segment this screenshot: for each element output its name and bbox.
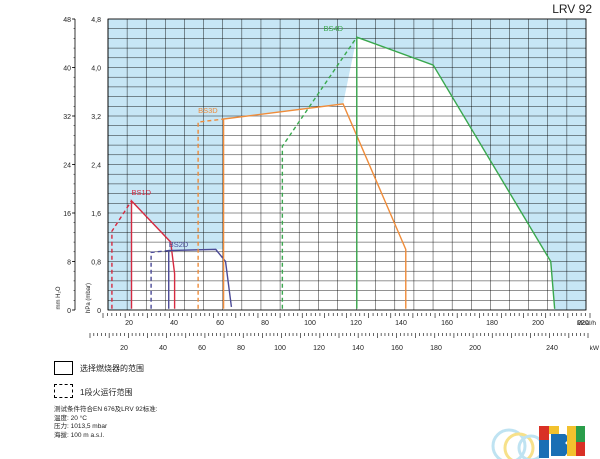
y-tick-label-hpa: 0,8 xyxy=(91,260,101,267)
y-tick-label-hpa: 3,2 xyxy=(91,114,101,121)
bs4d-min-range xyxy=(281,36,358,309)
y-tick-label-hpa: 4,0 xyxy=(91,66,101,73)
x-tick-label-bottom: 120 xyxy=(313,345,325,352)
test-temperature: 温度: 20 °C xyxy=(54,414,87,422)
bs4d-range xyxy=(356,36,556,309)
bs3d-label: BS3D xyxy=(198,106,218,115)
y-tick-label-mm: 48 xyxy=(63,17,71,24)
x-tick-label-bottom: 80 xyxy=(237,345,245,352)
bs2d-min-range xyxy=(150,249,169,309)
legend-dashed-swatch xyxy=(54,384,73,398)
test-altitude: 海拔: 100 m a.s.l. xyxy=(54,431,105,439)
x-tick-label-top: 60 xyxy=(216,320,224,327)
x-tick-label-bottom: 20 xyxy=(120,345,128,352)
y-tick-label-mm: 0 xyxy=(67,308,71,315)
x-tick-label-top: 20 xyxy=(125,320,133,327)
model-title: LRV 92 xyxy=(552,2,592,16)
bs1d-label: BS1D xyxy=(132,188,152,197)
x-tick-label-top: 180 xyxy=(486,320,498,327)
y-axis-label-mm: mm H₂O xyxy=(56,286,62,309)
legend-solid-swatch xyxy=(54,361,73,375)
x-tick-label-top: 120 xyxy=(350,320,362,327)
x-tick-label-bottom: 180 xyxy=(430,345,442,352)
test-conditions-heading: 测试条件符合EN 676及LRV 92标准: xyxy=(54,406,158,413)
bs3d-min-range xyxy=(197,118,224,309)
y-tick-label-mm: 40 xyxy=(63,66,71,73)
bs1d-range xyxy=(130,199,176,309)
y-tick-label-hpa: 0 xyxy=(97,308,101,315)
legend-dashed-label: 1段火运行范围 xyxy=(80,388,133,397)
legend-solid-label: 选择燃烧器的范围 xyxy=(80,364,144,373)
x-tick-label-bottom: 100 xyxy=(274,345,286,352)
bs2d-label: BS2D xyxy=(169,240,189,249)
bs3d-range xyxy=(222,103,407,309)
x-tick-label-bottom: 200 xyxy=(469,345,481,352)
x-tick-label-top: 220 xyxy=(577,320,589,327)
y-tick-label-hpa: 4,8 xyxy=(91,17,101,24)
x-tick-label-top: 40 xyxy=(170,320,178,327)
test-conditions: 测试条件符合EN 676及LRV 92标准: 温度: 20 °C 压力: 101… xyxy=(54,406,158,440)
x-tick-label-top: 100 xyxy=(304,320,316,327)
x-axis-label-bottom: kW xyxy=(590,345,600,352)
y-tick-label-hpa: 1,6 xyxy=(91,211,101,218)
x-tick-label-bottom: 140 xyxy=(352,345,364,352)
bs4d-label: BS4D xyxy=(323,24,343,33)
x-tick-label-bottom: 60 xyxy=(198,345,206,352)
y-tick-label-mm: 32 xyxy=(63,114,71,121)
test-pressure: 压力: 1013,5 mbar xyxy=(54,423,108,430)
x-tick-label-top: 140 xyxy=(395,320,407,327)
y-axis-label-hpa: hPa (mbar) xyxy=(86,283,92,313)
y-tick-label-mm: 24 xyxy=(63,163,71,170)
y-tick-label-mm: 16 xyxy=(63,211,71,218)
bs1d-min-range xyxy=(111,200,133,309)
bs2d-range xyxy=(168,248,233,309)
x-tick-label-bottom: 160 xyxy=(391,345,403,352)
y-tick-label-hpa: 2,4 xyxy=(91,163,101,170)
x-tick-label-top: 80 xyxy=(261,320,269,327)
x-tick-label-bottom: 240 xyxy=(546,345,558,352)
operating-envelope xyxy=(131,37,555,310)
x-tick-label-top: 200 xyxy=(532,320,544,327)
x-axis-label-top: Mcal/h xyxy=(577,320,597,327)
x-tick-label-top: 160 xyxy=(441,320,453,327)
y-tick-label-mm: 8 xyxy=(67,260,71,267)
brand-logo xyxy=(491,426,585,459)
x-tick-label-bottom: 40 xyxy=(159,345,167,352)
